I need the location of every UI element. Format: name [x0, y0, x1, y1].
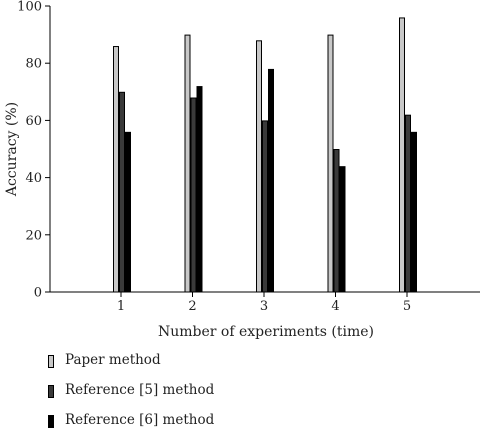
- legend-label-reference-5-method: Reference [5] method: [65, 382, 215, 398]
- ticks: 0 20 40 60 80 100 1 2 3 4 5: [17, 0, 411, 314]
- y-tick-label: 40: [25, 171, 42, 186]
- bar-series-3-cat-5: [411, 131, 417, 293]
- y-tick-label: 20: [25, 228, 42, 243]
- legend-swatch-paper-method: [48, 355, 54, 368]
- bar-series-1-cat-1: [113, 46, 119, 293]
- bar-series-2-cat-4: [333, 149, 340, 293]
- x-tick-label: 5: [403, 299, 411, 314]
- bar-series-1-cat-5: [399, 17, 405, 293]
- bar-series-1-cat-4: [327, 34, 334, 293]
- bar-series-1-cat-3: [256, 40, 262, 293]
- bar-series-2-cat-2: [190, 97, 197, 293]
- y-tick-label: 80: [25, 57, 42, 72]
- legend-label-reference-6-method: Reference [6] method: [65, 412, 215, 428]
- bar-series-3-cat-3: [268, 68, 274, 293]
- bars: [113, 17, 417, 293]
- legend-swatch-reference-6-method: [48, 415, 54, 428]
- legend-label-paper-method: Paper method: [65, 352, 161, 368]
- y-axis-title: Accuracy (%): [4, 102, 20, 197]
- bar-series-2-cat-1: [119, 91, 125, 293]
- bar-series-2-cat-5: [405, 114, 411, 293]
- bar-series-2-cat-3: [262, 120, 268, 293]
- bar-chart: 0 20 40 60 80 100 1 2 3 4 5 Number of experiments …: [4, 0, 480, 340]
- x-axis-title: Number of experiments (time): [158, 324, 374, 340]
- bar-series-3-cat-1: [125, 131, 131, 293]
- y-tick-label: 0: [34, 286, 42, 301]
- x-tick-label: 4: [331, 299, 339, 314]
- y-tick-label: 100: [17, 0, 42, 15]
- bar-series-3-cat-4: [339, 166, 346, 293]
- bar-series-3-cat-2: [196, 86, 203, 293]
- legend-swatch-reference-5-method: [48, 385, 54, 398]
- y-tick-label: 60: [25, 114, 42, 129]
- bar-series-1-cat-2: [184, 34, 191, 293]
- x-tick-label: 3: [260, 299, 268, 314]
- x-tick-label: 2: [188, 299, 196, 314]
- x-tick-label: 1: [117, 299, 125, 314]
